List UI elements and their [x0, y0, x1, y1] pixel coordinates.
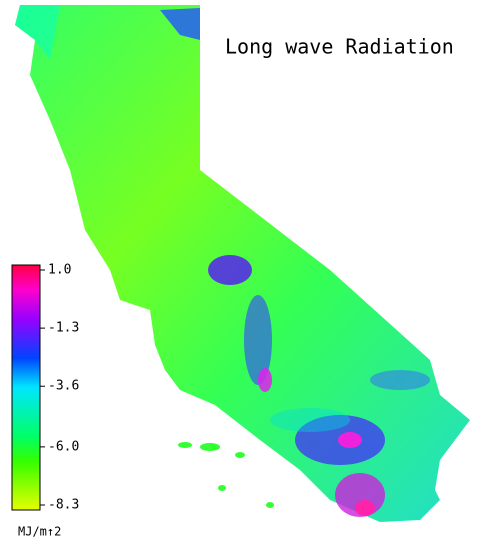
- valley-lake: [270, 408, 350, 432]
- colorbar-tick-label: -8.3: [48, 498, 79, 513]
- coastal-strip: [15, 5, 60, 60]
- island: [218, 485, 226, 491]
- island: [266, 502, 274, 508]
- california-map: [15, 5, 470, 522]
- island: [235, 452, 245, 458]
- north-highland: [160, 8, 200, 40]
- colorbar-tick-label: -1.3: [48, 321, 79, 336]
- colorbar-unit: MJ/m↑2: [18, 525, 61, 539]
- colorbar: [11, 264, 41, 511]
- sierra-high: [258, 368, 272, 392]
- sierra-peak: [208, 255, 252, 285]
- colorbar-tick-label: -6.0: [48, 439, 79, 454]
- south-top: [355, 500, 375, 516]
- colorbar-tick-label: 1.0: [48, 263, 71, 278]
- island: [178, 442, 192, 448]
- colorbar-tick-label: -3.6: [48, 379, 79, 394]
- south-peak: [338, 432, 362, 448]
- island: [200, 443, 220, 451]
- sierra-ridge: [244, 295, 272, 385]
- map-title: Long wave Radiation: [225, 35, 454, 59]
- desert-band: [370, 370, 430, 390]
